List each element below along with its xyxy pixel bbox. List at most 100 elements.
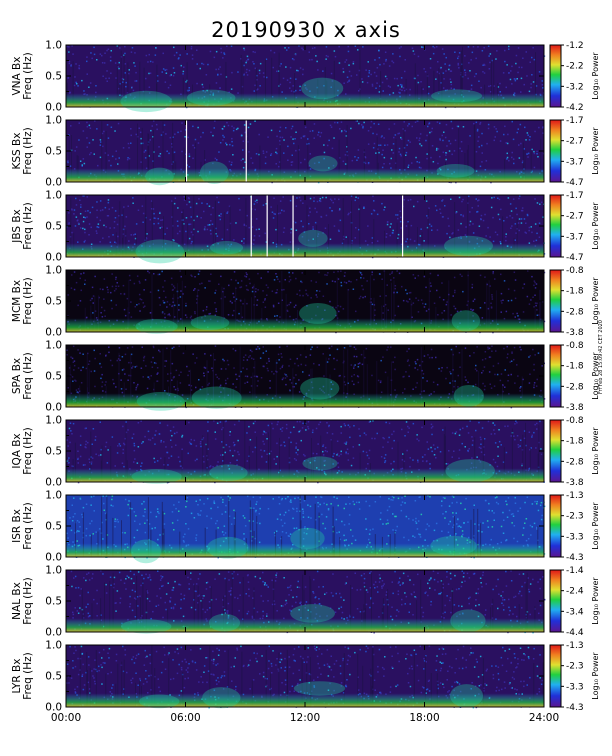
noise-pixel xyxy=(255,509,257,512)
noise-pixel xyxy=(232,383,234,385)
noise-pixel xyxy=(520,218,523,220)
noise-pixel xyxy=(279,513,281,516)
colorbar-tick-label: -3.7 xyxy=(566,157,584,167)
noise-pixel xyxy=(521,464,523,467)
noise-pixel xyxy=(75,81,77,84)
noise-pixel xyxy=(167,86,170,89)
noise-pixel xyxy=(367,463,369,465)
noise-pixel xyxy=(333,357,335,360)
noise-pixel xyxy=(325,196,327,199)
noise-pixel xyxy=(383,63,385,65)
noise-pixel xyxy=(524,522,526,524)
noise-pixel xyxy=(167,380,169,382)
noise-pixel xyxy=(315,281,317,283)
noise-pixel xyxy=(465,226,467,228)
noise-pixel xyxy=(394,515,396,518)
noise-pixel xyxy=(283,227,286,229)
noise-pixel xyxy=(142,359,145,362)
noise-pixel xyxy=(355,196,357,198)
noise-pixel xyxy=(319,200,322,203)
noise-pixel xyxy=(362,296,364,299)
noise-pixel xyxy=(489,383,491,385)
noise-pixel xyxy=(359,271,361,273)
noise-pixel xyxy=(343,423,346,425)
noise-pixel xyxy=(237,451,239,453)
streak xyxy=(474,437,476,482)
noise-pixel xyxy=(138,303,140,305)
colorbar-tick-label: -2.7 xyxy=(566,212,584,222)
noise-pixel xyxy=(121,369,124,371)
y-axis-label-frequency: Freq (Hz) xyxy=(22,202,34,249)
noise-pixel xyxy=(316,296,318,298)
noise-pixel xyxy=(307,138,309,140)
noise-pixel xyxy=(470,467,472,469)
noise-pixel xyxy=(305,429,307,431)
noise-pixel xyxy=(269,387,271,389)
noise-pixel xyxy=(190,389,193,391)
noise-pixel xyxy=(83,195,85,197)
noise-pixel xyxy=(128,361,130,364)
noise-pixel xyxy=(462,215,465,218)
noise-pixel xyxy=(309,130,311,132)
noise-pixel xyxy=(395,214,397,216)
noise-pixel xyxy=(533,284,535,287)
noise-pixel xyxy=(314,459,316,462)
noise-pixel xyxy=(457,55,460,58)
noise-pixel xyxy=(393,277,395,279)
noise-pixel xyxy=(513,92,516,94)
noise-pixel xyxy=(164,233,166,235)
noise-pixel xyxy=(195,386,197,389)
noise-pixel xyxy=(69,422,72,424)
noise-pixel xyxy=(285,423,288,426)
noise-pixel xyxy=(217,527,219,529)
noise-pixel xyxy=(114,210,117,212)
noise-pixel xyxy=(511,156,513,159)
noise-pixel xyxy=(89,534,91,537)
noise-pixel xyxy=(246,375,249,378)
noise-pixel xyxy=(195,202,198,205)
noise-pixel xyxy=(291,58,294,60)
noise-pixel xyxy=(204,314,206,317)
y-axis-label-frequency: Freq (Hz) xyxy=(22,52,34,99)
noise-pixel xyxy=(311,47,314,50)
streak xyxy=(275,359,277,407)
streak xyxy=(204,150,206,182)
noise-pixel xyxy=(246,68,248,71)
noise-pixel xyxy=(526,132,529,134)
noise-pixel xyxy=(373,278,375,281)
noise-pixel xyxy=(363,207,365,209)
noise-pixel xyxy=(416,438,418,440)
noise-pixel xyxy=(378,91,381,93)
noise-pixel xyxy=(517,71,519,74)
noise-pixel xyxy=(118,347,121,349)
noise-pixel xyxy=(314,207,316,210)
noise-pixel xyxy=(72,541,74,543)
noise-pixel xyxy=(100,448,102,451)
noise-pixel xyxy=(75,531,78,533)
streak xyxy=(68,140,70,182)
streak xyxy=(193,195,195,257)
noise-pixel xyxy=(80,273,82,275)
noise-pixel xyxy=(339,305,342,308)
noise-pixel xyxy=(168,457,170,459)
noise-pixel xyxy=(514,223,517,225)
streak xyxy=(71,135,72,182)
noise-pixel xyxy=(459,428,461,431)
noise-pixel xyxy=(407,431,409,433)
noise-pixel xyxy=(391,447,393,450)
noise-pixel xyxy=(387,85,390,87)
noise-pixel xyxy=(512,138,515,141)
noise-pixel xyxy=(405,289,407,291)
streak xyxy=(363,149,365,182)
noise-pixel xyxy=(286,309,289,312)
noise-pixel xyxy=(344,271,346,274)
noise-pixel xyxy=(179,230,181,233)
noise-pixel xyxy=(371,437,373,440)
noise-pixel xyxy=(418,166,421,169)
noise-pixel xyxy=(243,533,245,535)
noise-pixel xyxy=(256,299,259,301)
noise-pixel xyxy=(227,495,229,498)
noise-pixel xyxy=(413,53,416,55)
noise-pixel xyxy=(481,359,484,361)
noise-pixel xyxy=(473,466,475,469)
